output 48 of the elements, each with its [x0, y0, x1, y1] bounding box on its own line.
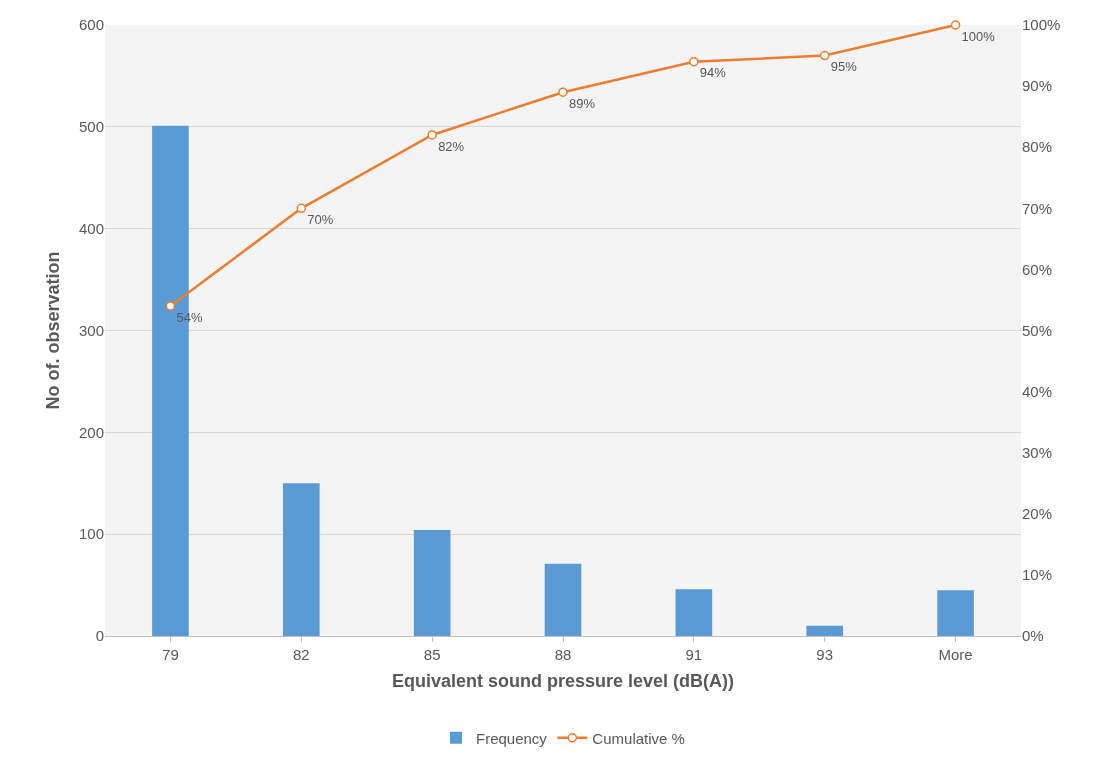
point — [819, 50, 830, 61]
point — [558, 87, 568, 97]
x-tick-label: 88 — [554, 646, 572, 663]
data-label: 89% — [569, 95, 596, 111]
bar — [413, 530, 451, 636]
legend-label: Frequency — [476, 729, 548, 747]
y-axis-title: No of. observation — [43, 251, 63, 410]
x-tick-label: 91 — [685, 646, 703, 663]
bar — [675, 589, 713, 636]
x-tick-label: 93 — [816, 646, 834, 663]
y2-tick-label: 30% — [1022, 443, 1053, 461]
y-tick-label: 400 — [78, 219, 104, 237]
legend-label: Cumulative % — [592, 729, 685, 747]
y2-tick-label: 40% — [1022, 382, 1053, 400]
y2-tick-label: 60% — [1022, 260, 1053, 278]
bar — [544, 563, 582, 636]
data-label: 82% — [438, 138, 465, 154]
data-label: 70% — [307, 212, 334, 228]
y-tick-label: 200 — [78, 423, 104, 441]
point — [950, 20, 961, 30]
bar — [282, 483, 320, 636]
y2-tick-label: 50% — [1022, 321, 1053, 339]
x-tick-label: 79 — [162, 646, 179, 663]
y2-tick-label: 100% — [1022, 16, 1061, 34]
point — [427, 130, 437, 140]
bar — [937, 590, 974, 636]
data-label: 100% — [961, 28, 996, 44]
data-label: 95% — [830, 59, 858, 75]
x-tick-label: More — [938, 646, 973, 663]
y-tick-label: 500 — [78, 118, 104, 136]
y-tick-label: 100 — [78, 525, 104, 543]
x-tick-label: 82 — [292, 646, 310, 663]
y-tick-label: 0 — [95, 627, 104, 645]
x-axis-title: Equivalent sound pressure level (dB(A)) — [391, 671, 735, 692]
data-label: 94% — [699, 65, 727, 81]
y2-tick-label: 20% — [1022, 505, 1053, 523]
y2-tick-label: 70% — [1022, 199, 1053, 217]
point — [689, 56, 699, 67]
point — [165, 301, 176, 311]
y2-tick-label: 90% — [1022, 77, 1053, 95]
y2-tick-label: 10% — [1022, 566, 1053, 584]
x-tick-label: 85 — [423, 646, 441, 663]
y2-tick-label: 80% — [1022, 138, 1053, 156]
y2-tick-label: 0% — [1022, 627, 1044, 645]
bar — [806, 625, 844, 636]
y-tick-label: 300 — [78, 321, 104, 339]
y-tick-label: 600 — [78, 16, 104, 34]
point — [296, 203, 307, 214]
